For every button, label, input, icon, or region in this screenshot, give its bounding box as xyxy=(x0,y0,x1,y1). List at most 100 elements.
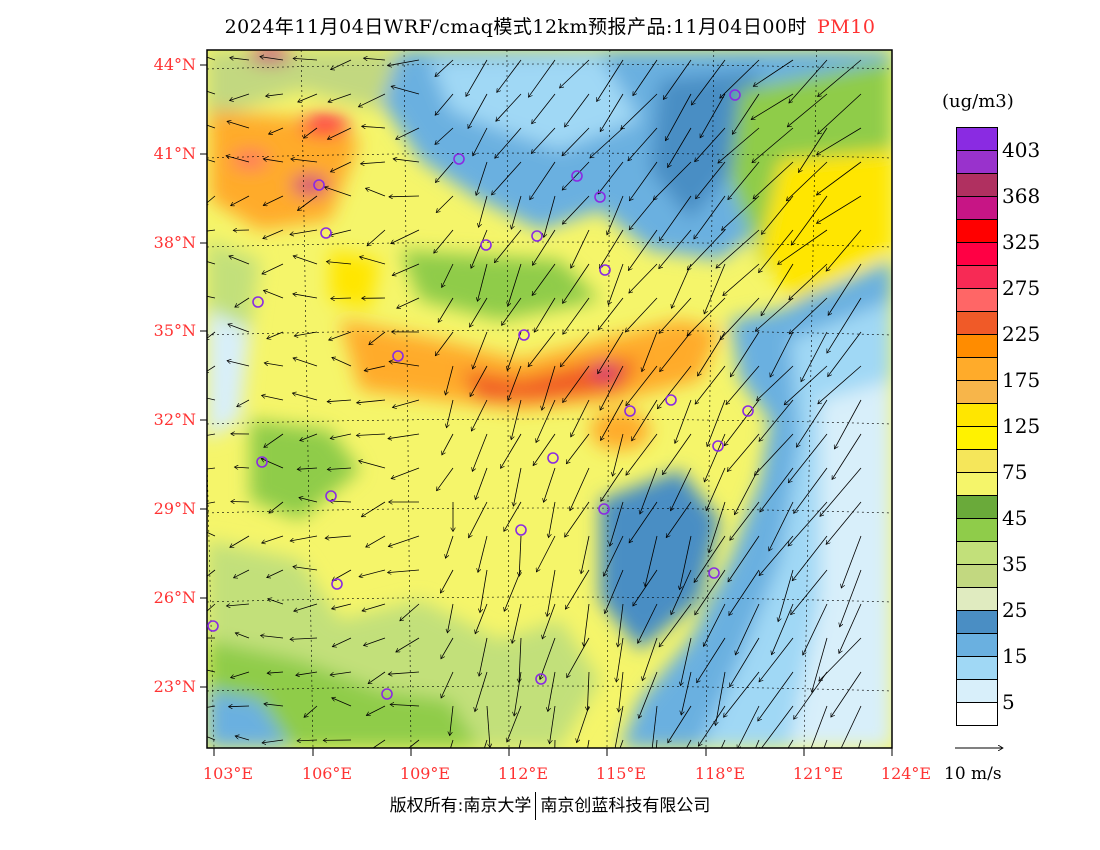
legend-swatch xyxy=(957,381,997,404)
legend-swatch xyxy=(957,519,997,542)
wind-arrow xyxy=(290,535,318,541)
wind-arrow xyxy=(703,603,726,646)
wind-arrow xyxy=(547,569,556,617)
wind-arrow xyxy=(759,399,794,441)
wind-arrow xyxy=(234,569,250,578)
wind-arrow xyxy=(735,603,760,655)
wind-arrow xyxy=(720,739,726,748)
wind-arrow xyxy=(207,467,216,470)
wind-arrow xyxy=(294,603,318,611)
city-marker xyxy=(325,490,337,502)
wind-arrow xyxy=(681,671,692,715)
wind-arrow xyxy=(663,59,692,100)
wind-arrow xyxy=(392,399,420,408)
wind-arrow xyxy=(629,195,658,230)
wind-arrow xyxy=(231,671,250,678)
lon-label: 112°E xyxy=(497,764,549,783)
title-pollutant: PM10 xyxy=(817,16,876,38)
wind-arrow xyxy=(357,399,386,403)
wind-arrow xyxy=(473,127,488,156)
wind-arrow xyxy=(778,569,794,622)
legend-swatch xyxy=(957,657,997,680)
wind-arrow xyxy=(571,399,590,437)
wind-arrow xyxy=(328,93,352,102)
wind-arrow xyxy=(229,706,250,707)
wind-arrow xyxy=(330,433,352,439)
color-legend xyxy=(956,127,998,726)
wind-arrow xyxy=(226,156,250,163)
wind-arrow xyxy=(662,433,692,475)
city-marker xyxy=(256,456,268,468)
wind-arrow xyxy=(563,297,590,334)
wind-arrow xyxy=(818,365,862,404)
wind-arrow xyxy=(698,705,726,746)
wind-arrow xyxy=(778,229,828,264)
wind-arrow xyxy=(327,400,352,402)
wind-arrow xyxy=(542,365,556,410)
legend-swatch xyxy=(957,496,997,519)
wind-arrow xyxy=(642,637,658,681)
city-marker xyxy=(320,227,332,239)
title-main: 2024年11月04日WRF/cmaq模式12km预报产品:11月04日00时 xyxy=(224,16,807,38)
wind-arrow xyxy=(466,59,488,96)
wind-arrow xyxy=(570,467,590,511)
wind-arrow xyxy=(826,501,862,544)
wind-arrow xyxy=(716,229,760,268)
wind-arrow xyxy=(447,399,454,428)
wind-arrow xyxy=(397,297,420,308)
wind-arrow xyxy=(262,535,284,543)
legend-label: 225 xyxy=(1002,322,1041,346)
wind-arrow xyxy=(691,59,726,105)
wind-arrow xyxy=(729,569,760,616)
wind-arrow xyxy=(531,127,556,154)
wind-arrow xyxy=(828,331,862,377)
wind-arrow xyxy=(293,358,318,367)
wind-arrow xyxy=(784,365,828,405)
legend-swatch xyxy=(957,197,997,220)
wind-arrow xyxy=(550,705,556,744)
wind-arrow xyxy=(366,705,386,716)
wind-arrow xyxy=(266,94,284,96)
wind-arrow xyxy=(237,399,250,407)
legend-swatch xyxy=(957,174,997,197)
wind-arrow xyxy=(473,331,488,369)
wind-arrow xyxy=(565,93,590,127)
wind-arrow xyxy=(207,261,216,265)
wind-arrow xyxy=(364,637,386,646)
legend-label: 5 xyxy=(1002,690,1015,714)
wind-arrow xyxy=(628,127,658,161)
wind-arrow xyxy=(267,569,284,578)
lon-label: 103°E xyxy=(202,764,254,783)
wind-arrow xyxy=(629,501,658,543)
wind-arrow xyxy=(598,161,624,194)
wind-arrow xyxy=(207,705,216,708)
legend-swatch xyxy=(957,473,997,496)
wind-arrow xyxy=(479,637,488,676)
legend-swatch xyxy=(957,450,997,473)
wind-arrow xyxy=(435,331,454,356)
wind-arrow xyxy=(629,161,658,201)
city-marker xyxy=(535,673,547,685)
city-marker xyxy=(313,179,325,191)
wind-arrow xyxy=(504,501,522,531)
lon-label: 115°E xyxy=(595,764,647,783)
wind-arrow xyxy=(629,263,658,293)
city-marker xyxy=(518,329,530,341)
wind-arrow xyxy=(548,671,556,712)
wind-arrow xyxy=(329,229,352,235)
legend-swatch xyxy=(957,427,997,450)
legend-label: 368 xyxy=(1002,184,1041,208)
wind-arrow xyxy=(562,195,590,224)
wind-arrow xyxy=(207,736,216,741)
wind-arrow xyxy=(723,263,760,296)
wind-arrow xyxy=(290,229,318,235)
wind-arrow xyxy=(369,331,386,345)
wind-arrow xyxy=(565,501,590,537)
wind-arrow xyxy=(359,569,386,577)
wind-arrow xyxy=(235,297,250,307)
wind-arrow xyxy=(707,399,726,447)
wind-arrow xyxy=(810,705,828,748)
wind-arrow xyxy=(435,59,454,77)
wind-arrow xyxy=(331,59,352,70)
wind-arrow xyxy=(665,93,692,141)
